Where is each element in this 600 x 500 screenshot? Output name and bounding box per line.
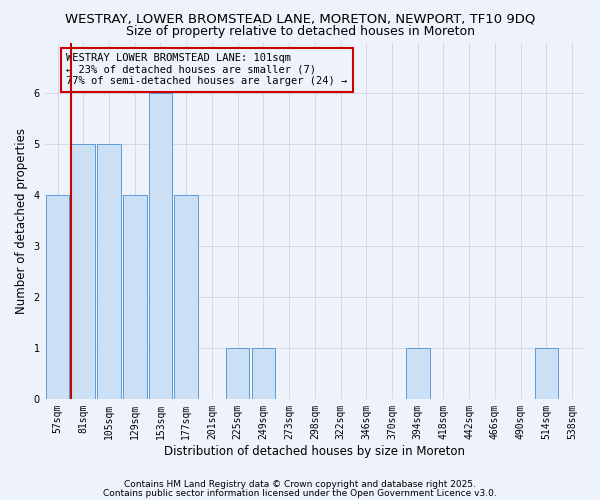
Bar (123, 195, 146, 399)
Text: Size of property relative to detached houses in Moreton: Size of property relative to detached ho… (125, 25, 475, 38)
Bar (226, 348, 250, 399)
Y-axis label: Number of detached properties: Number of detached properties (15, 128, 28, 314)
Bar (175, 195, 198, 399)
Bar (46, 195, 70, 399)
Text: WESTRAY LOWER BROMSTEAD LANE: 101sqm
← 23% of detached houses are smaller (7)
77: WESTRAY LOWER BROMSTEAD LANE: 101sqm ← 2… (66, 53, 347, 86)
Bar (149, 94, 172, 399)
Bar (535, 348, 558, 399)
X-axis label: Distribution of detached houses by size in Moreton: Distribution of detached houses by size … (164, 444, 466, 458)
Bar (251, 348, 275, 399)
Bar (71, 144, 95, 399)
Bar (406, 348, 430, 399)
Bar (97, 144, 121, 399)
Text: WESTRAY, LOWER BROMSTEAD LANE, MORETON, NEWPORT, TF10 9DQ: WESTRAY, LOWER BROMSTEAD LANE, MORETON, … (65, 12, 535, 26)
Text: Contains HM Land Registry data © Crown copyright and database right 2025.: Contains HM Land Registry data © Crown c… (124, 480, 476, 489)
Text: Contains public sector information licensed under the Open Government Licence v3: Contains public sector information licen… (103, 489, 497, 498)
